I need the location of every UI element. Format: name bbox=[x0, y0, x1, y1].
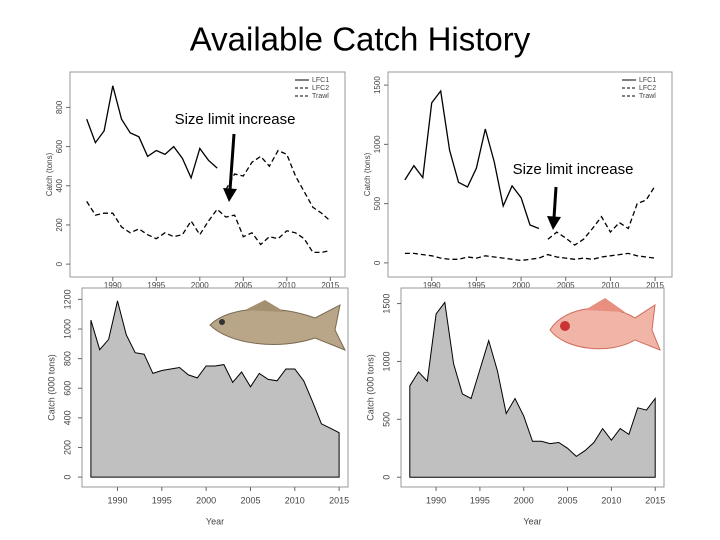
y-tick-label: 200 bbox=[55, 218, 64, 232]
x-tick-label: 1990 bbox=[426, 495, 446, 505]
fish-fin bbox=[585, 298, 625, 312]
chart-panel: 1990 1995 2000 2005 2010 2015 0 500 1000 1500 Catc… bbox=[365, 287, 665, 526]
plot-frame bbox=[69, 71, 346, 278]
y-tick-label: 0 bbox=[62, 475, 72, 480]
annotation: Size limit increase bbox=[513, 161, 634, 178]
y-tick-label: 600 bbox=[55, 139, 64, 153]
area bbox=[90, 300, 340, 478]
y-tick-label: 1500 bbox=[373, 76, 382, 94]
chart-panel: 1990 1995 2000 2005 2010 2015 0 200 400 600 800 Cat… bbox=[45, 71, 346, 290]
y-tick-label: 500 bbox=[381, 412, 391, 427]
series-line bbox=[404, 252, 656, 262]
fish-body bbox=[549, 303, 661, 351]
legend-label: LFC1 bbox=[639, 77, 656, 84]
legend-label: LFC2 bbox=[639, 85, 656, 92]
series-line bbox=[547, 185, 656, 246]
y-tick-label: 400 bbox=[62, 410, 72, 425]
legend-label: Trawl bbox=[312, 93, 329, 100]
series-line bbox=[225, 149, 331, 222]
x-tick-label: 2015 bbox=[329, 495, 349, 505]
arrow bbox=[223, 133, 561, 230]
arrow-shaft bbox=[552, 186, 558, 219]
x-tick-label: 1990 bbox=[423, 281, 441, 290]
slide-title: Available Catch History bbox=[190, 21, 531, 58]
y-tick-label: 1200 bbox=[62, 289, 72, 309]
x-tick-label: 2005 bbox=[234, 281, 252, 290]
plot-frame bbox=[387, 71, 673, 278]
x-tick-label: 2005 bbox=[557, 281, 575, 290]
fish-fin bbox=[245, 300, 285, 312]
x-tick-label: 1990 bbox=[107, 495, 127, 505]
x-tick-label: 2005 bbox=[240, 495, 260, 505]
x-tick-label: 1995 bbox=[152, 495, 172, 505]
y-tick-label: 800 bbox=[55, 100, 64, 114]
y-axis-label: Catch (tons) bbox=[363, 152, 372, 196]
y-tick-label: 200 bbox=[62, 440, 72, 455]
fish-eye bbox=[219, 319, 225, 325]
x-axis-label: Year bbox=[523, 516, 541, 526]
fish-illustration bbox=[549, 298, 661, 351]
chart-panel: 1990 1995 2000 2005 2010 2015 0 500 1000 1500 Catc… bbox=[363, 71, 673, 290]
y-tick-label: 1500 bbox=[381, 294, 391, 314]
x-tick-label: 2010 bbox=[285, 495, 305, 505]
x-tick-label: 2015 bbox=[645, 495, 665, 505]
area bbox=[409, 301, 656, 478]
plot-frame bbox=[81, 287, 349, 488]
arrow-shaft bbox=[228, 133, 236, 191]
x-tick-label: 2000 bbox=[512, 281, 530, 290]
legend-label: LFC2 bbox=[312, 85, 329, 92]
y-tick-label: 1000 bbox=[381, 351, 391, 371]
fish-eye bbox=[560, 321, 570, 331]
arrow-head bbox=[547, 216, 561, 230]
x-tick-label: 2015 bbox=[646, 281, 664, 290]
series-line bbox=[404, 89, 540, 230]
y-axis-label: Catch (000 tons) bbox=[46, 354, 56, 421]
y-axis-label: Catch (tons) bbox=[45, 152, 54, 196]
y-tick-label: 1000 bbox=[373, 135, 382, 153]
series-line bbox=[86, 85, 218, 180]
legend-label: LFC1 bbox=[312, 77, 329, 84]
y-tick-label: 1000 bbox=[62, 319, 72, 339]
fish-illustration bbox=[209, 300, 347, 351]
x-tick-label: 2000 bbox=[196, 495, 216, 505]
x-tick-label: 2010 bbox=[601, 495, 621, 505]
y-tick-label: 600 bbox=[62, 381, 72, 396]
y-tick-label: 0 bbox=[55, 261, 64, 266]
arrow-head bbox=[223, 188, 237, 202]
y-tick-label: 0 bbox=[381, 475, 391, 480]
fish-body bbox=[209, 304, 347, 351]
x-tick-label: 2015 bbox=[321, 281, 339, 290]
x-tick-label: 1995 bbox=[468, 281, 486, 290]
x-tick-label: 2010 bbox=[602, 281, 620, 290]
x-tick-label: 1995 bbox=[470, 495, 490, 505]
series-line bbox=[86, 201, 331, 254]
x-tick-label: 2005 bbox=[558, 495, 578, 505]
x-axis-label: Year bbox=[206, 516, 224, 526]
y-tick-label: 0 bbox=[373, 260, 382, 265]
y-tick-label: 400 bbox=[55, 179, 64, 193]
legend-label: Trawl bbox=[639, 93, 656, 100]
y-tick-label: 500 bbox=[373, 196, 382, 210]
y-axis-label: Catch (000 tons) bbox=[365, 354, 375, 421]
x-tick-label: 1995 bbox=[147, 281, 165, 290]
chart-panel: 1990 1995 2000 2005 2010 2015 0 200 400 600 800 100… bbox=[46, 287, 349, 526]
x-tick-label: 2000 bbox=[514, 495, 534, 505]
annotation: Size limit increase bbox=[175, 111, 296, 128]
y-tick-label: 800 bbox=[62, 351, 72, 366]
plot-frame bbox=[400, 287, 665, 488]
x-tick-label: 1990 bbox=[104, 281, 122, 290]
x-tick-label: 2000 bbox=[191, 281, 209, 290]
x-tick-label: 2010 bbox=[278, 281, 296, 290]
